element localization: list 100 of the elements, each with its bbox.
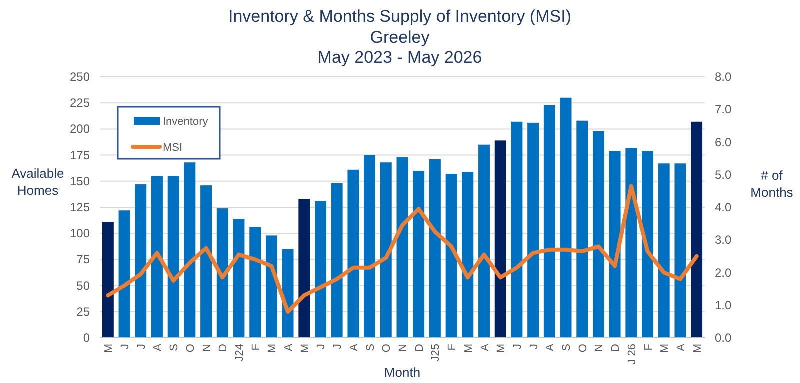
x-tick-label: S (561, 344, 574, 352)
y-tick-label: 175 (70, 148, 90, 162)
bar (200, 186, 212, 338)
bar (250, 227, 262, 338)
x-tick-label: F (642, 344, 655, 351)
x-tick-label: O (577, 344, 590, 353)
bar (233, 218, 245, 338)
x-tick-label: M (462, 344, 475, 354)
x-tick-label: D (414, 344, 426, 352)
x-tick-label: J (528, 344, 540, 350)
line-series (106, 184, 699, 314)
y-tick-label: 250 (70, 70, 90, 84)
legend-label: MSI (163, 142, 183, 154)
y2-tick-label: 5.0 (715, 168, 732, 182)
x-tick-label: J (120, 344, 132, 350)
bar (528, 122, 540, 338)
bar (446, 174, 458, 338)
bar (691, 122, 703, 338)
x-tick-label: M (266, 344, 279, 354)
y2-tick-label: 1.0 (715, 298, 732, 312)
x-tick-label: S (168, 344, 181, 352)
y2-tick-label: 7.0 (715, 102, 732, 117)
bar (413, 170, 425, 338)
chart-title: Inventory & Months Supply of Inventory (MSI) (228, 7, 572, 26)
x-tick-label: M (496, 344, 508, 354)
bar (118, 210, 130, 338)
bar (380, 162, 392, 338)
y2-tick-label: 8.0 (715, 70, 732, 84)
x-tick-label: A (283, 343, 296, 352)
bar (298, 199, 310, 338)
y-tick-label: 100 (70, 226, 90, 241)
x-tick-label: F (446, 344, 459, 351)
bar (674, 164, 686, 338)
bar (462, 172, 474, 338)
x-tick-label: J (332, 344, 344, 350)
y-tick-label: 0 (83, 331, 90, 345)
x-tick-label: O (184, 344, 197, 353)
x-tick-label: A (675, 343, 688, 352)
x-tick-label: A (544, 343, 557, 352)
y-tick-label: 75 (76, 252, 90, 267)
x-tick-label: F (250, 344, 262, 351)
x-tick-label: N (594, 344, 606, 352)
x-tick-label: N (398, 344, 410, 352)
bar (592, 131, 604, 338)
chart-subtitle: Greeley May 2023 - May 2026 (318, 28, 482, 67)
x-tick-label: A (479, 343, 492, 352)
x-tick-label: M (299, 344, 312, 354)
y2-axis-title: # of Months (750, 168, 794, 200)
legend-label: Inventory (163, 116, 209, 128)
x-tick-label: J (512, 344, 524, 350)
bar (642, 151, 654, 338)
bar (478, 144, 490, 338)
y2-tick-label: 6.0 (715, 135, 732, 150)
bar (429, 159, 441, 338)
bar (560, 98, 572, 338)
bar (609, 151, 621, 338)
x-tick-label: A (348, 343, 360, 352)
x-axis-title: Month (384, 365, 421, 380)
y-axis-title: Available Homes (12, 166, 64, 198)
bar (331, 183, 343, 338)
y-tick-label: 200 (70, 122, 90, 136)
x-tick-label: D (610, 344, 622, 352)
x-tick-label: J24 (234, 344, 246, 362)
bar (168, 176, 180, 338)
y2-tick-label: 0.0 (715, 331, 732, 345)
bar (626, 148, 638, 338)
bar (364, 155, 376, 338)
bar (348, 170, 360, 338)
x-tick-label: S (364, 344, 377, 352)
x-tick-label: J (316, 344, 328, 350)
y-tick-label: 225 (70, 96, 90, 110)
bar (184, 162, 196, 338)
x-tick-label: M (103, 344, 116, 354)
x-tick-label: J25 (430, 344, 442, 362)
bar (282, 249, 294, 338)
bar (315, 201, 326, 338)
bar (576, 120, 588, 338)
y-tick-label: 25 (76, 304, 90, 319)
y2-tick-label: 4.0 (715, 200, 732, 214)
bar (396, 157, 408, 338)
x-tick-label: N (201, 344, 214, 352)
y2-tick-label: 3.0 (715, 233, 732, 248)
bar (135, 184, 147, 338)
y2-tick-label: 2.0 (715, 266, 732, 280)
bar (102, 222, 114, 338)
bar (494, 140, 506, 338)
x-tick-label: M (659, 344, 672, 354)
x-tick-label: A (152, 343, 164, 352)
bar (216, 208, 228, 338)
x-tick-label: M (692, 344, 704, 354)
y-tick-label: 50 (76, 278, 90, 293)
bar (511, 122, 523, 338)
bar (152, 176, 163, 338)
x-tick-label: J (136, 344, 148, 350)
x-tick-label: D (218, 344, 230, 352)
bar (658, 164, 670, 338)
y-tick-label: 150 (70, 174, 90, 188)
bar (544, 105, 556, 338)
bar (266, 236, 278, 338)
y-tick-label: 125 (70, 200, 90, 214)
